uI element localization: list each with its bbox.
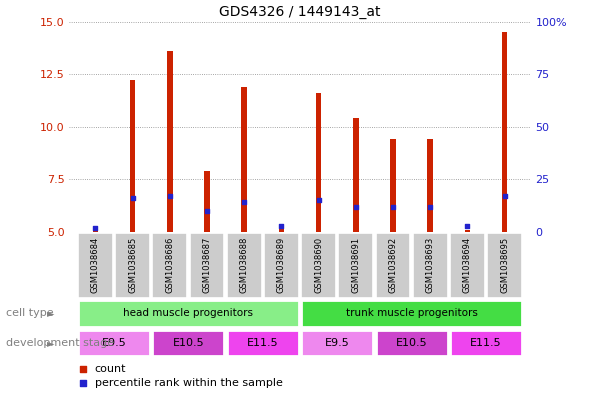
Bar: [153, 233, 188, 298]
Text: GSM1038689: GSM1038689: [277, 237, 286, 294]
Text: GSM1038695: GSM1038695: [500, 237, 509, 293]
Bar: [167, 51, 172, 232]
Text: E10.5: E10.5: [396, 338, 428, 348]
Point: [165, 193, 175, 199]
Text: trunk muscle progenitors: trunk muscle progenitors: [346, 309, 478, 318]
Text: GSM1038688: GSM1038688: [239, 237, 248, 294]
Point: [421, 192, 431, 198]
Bar: [227, 233, 262, 298]
Bar: [412, 233, 447, 298]
Bar: [316, 93, 321, 232]
Text: percentile rank within the sample: percentile rank within the sample: [95, 378, 283, 388]
Bar: [115, 233, 150, 298]
Bar: [78, 233, 113, 298]
Point: [90, 224, 100, 231]
Bar: [264, 233, 299, 298]
Point: [425, 204, 435, 210]
Bar: [204, 171, 210, 232]
Bar: [241, 87, 247, 232]
Bar: [93, 229, 98, 232]
Text: E11.5: E11.5: [247, 338, 279, 348]
Text: GSM1038690: GSM1038690: [314, 237, 323, 293]
Text: GSM1038686: GSM1038686: [165, 237, 174, 294]
Text: E11.5: E11.5: [470, 338, 502, 348]
Point: [202, 208, 212, 214]
Bar: [130, 81, 136, 232]
Point: [500, 193, 510, 199]
Bar: [301, 233, 336, 298]
Point: [277, 222, 286, 229]
Bar: [502, 32, 507, 232]
Point: [463, 222, 472, 229]
Point: [128, 195, 137, 201]
Bar: [390, 140, 396, 232]
Bar: [189, 233, 224, 298]
Text: ►: ►: [47, 338, 54, 348]
Point: [314, 197, 323, 204]
Text: count: count: [95, 364, 126, 374]
Text: GSM1038693: GSM1038693: [426, 237, 435, 294]
Point: [239, 199, 249, 206]
Text: cell type: cell type: [6, 309, 54, 318]
Title: GDS4326 / 1449143_at: GDS4326 / 1449143_at: [219, 5, 380, 19]
Bar: [78, 330, 150, 356]
Point: [421, 317, 431, 323]
Text: E9.5: E9.5: [325, 338, 350, 348]
Bar: [227, 330, 299, 356]
Bar: [301, 300, 522, 327]
Bar: [487, 233, 522, 298]
Bar: [153, 330, 224, 356]
Text: GSM1038684: GSM1038684: [91, 237, 100, 294]
Bar: [338, 233, 373, 298]
Text: development stage: development stage: [6, 338, 114, 348]
Text: ►: ►: [47, 309, 54, 318]
Bar: [376, 330, 447, 356]
Text: E10.5: E10.5: [172, 338, 204, 348]
Point: [351, 204, 361, 210]
Text: head muscle progenitors: head muscle progenitors: [124, 309, 253, 318]
Point: [388, 204, 398, 210]
Bar: [301, 330, 373, 356]
Text: GSM1038692: GSM1038692: [388, 237, 397, 293]
Bar: [78, 300, 299, 327]
Bar: [450, 233, 485, 298]
Bar: [464, 230, 470, 232]
Text: GSM1038691: GSM1038691: [352, 237, 361, 293]
Text: GSM1038694: GSM1038694: [463, 237, 472, 293]
Text: E9.5: E9.5: [102, 338, 127, 348]
Bar: [450, 330, 522, 356]
Bar: [376, 233, 411, 298]
Bar: [279, 224, 284, 232]
Bar: [428, 140, 433, 232]
Text: GSM1038687: GSM1038687: [203, 237, 212, 294]
Bar: [353, 118, 359, 232]
Text: GSM1038685: GSM1038685: [128, 237, 137, 294]
